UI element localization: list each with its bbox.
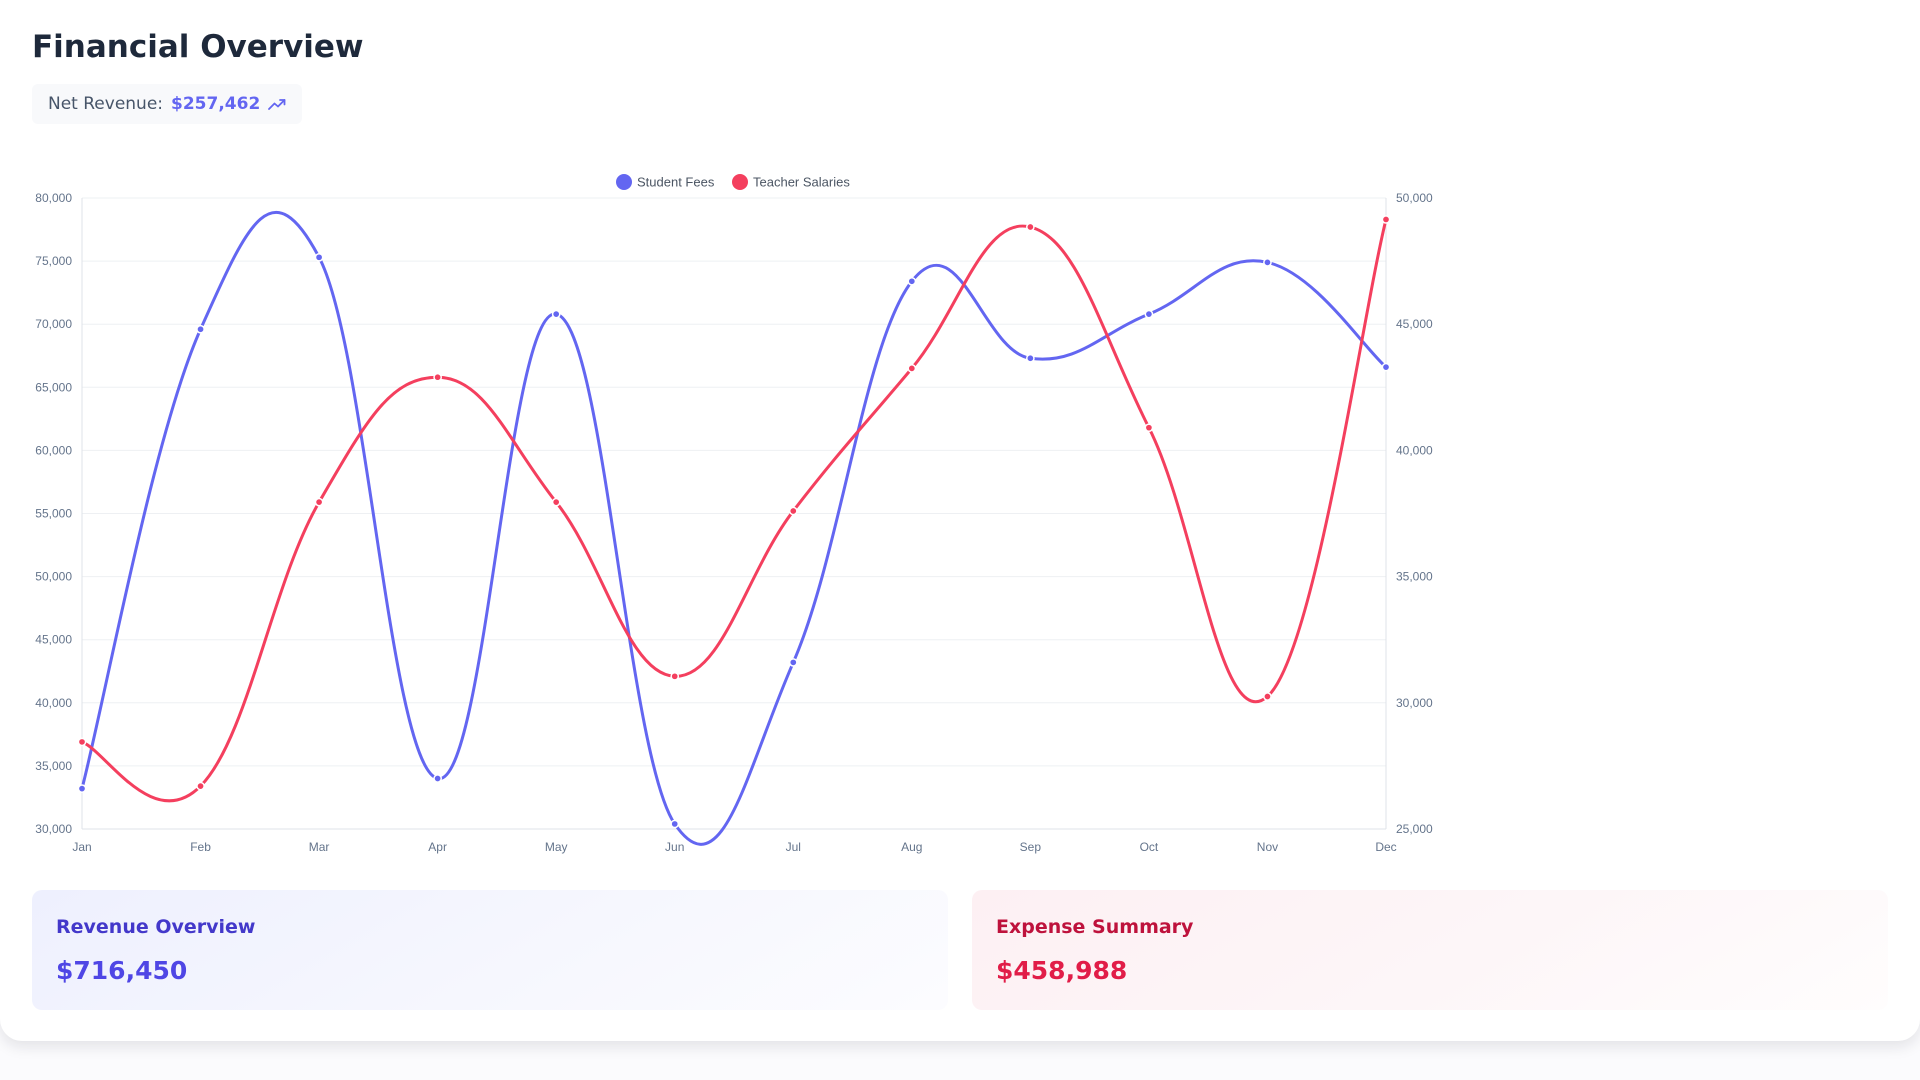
revenue-overview-value: $716,450 xyxy=(56,956,188,985)
expense-summary-card: Expense Summary $458,988 xyxy=(972,890,1888,1010)
legend-student-fees-marker xyxy=(616,174,632,190)
y-right-tick-label: 45,000 xyxy=(1396,317,1433,331)
y-left-tick-label: 75,000 xyxy=(35,254,72,268)
student-fees-point xyxy=(1144,309,1154,319)
x-tick-label: Mar xyxy=(309,840,330,854)
student-fees-point xyxy=(196,324,205,334)
student-fees-point xyxy=(314,252,324,262)
y-left-tick-label: 70,000 xyxy=(35,317,72,331)
student-fees-point xyxy=(907,276,917,286)
y-right-tick-label: 30,000 xyxy=(1396,696,1433,710)
x-tick-label: Apr xyxy=(428,840,447,854)
student-fees-point xyxy=(1263,258,1272,267)
teacher-salaries-point xyxy=(1381,215,1391,224)
legend-student-fees-label: Student Fees xyxy=(637,175,715,190)
teacher-salaries-point xyxy=(1026,222,1035,232)
revenue-overview-title: Revenue Overview xyxy=(56,916,256,938)
net-revenue-label: Net Revenue: xyxy=(48,94,164,114)
y-right-tick-label: 40,000 xyxy=(1396,443,1433,457)
expense-summary-title: Expense Summary xyxy=(996,916,1194,938)
chart-axes: 30,000 35,000 40,000 45,000 50,000 55,000 60,0… xyxy=(35,191,1433,854)
legend-teacher-salaries-label: Teacher Salaries xyxy=(753,175,850,190)
teacher-salaries-point xyxy=(196,781,205,791)
x-tick-label: Jan xyxy=(72,840,91,854)
expense-summary-value: $458,988 xyxy=(996,956,1128,985)
teacher-salaries-point xyxy=(907,364,917,373)
student-fees-point xyxy=(551,309,561,319)
chart-legend: Student Fees Teacher Salaries xyxy=(616,174,850,190)
y-left-tick-label: 35,000 xyxy=(35,759,72,773)
student-fees-point xyxy=(1026,353,1035,363)
student-fees-point xyxy=(788,658,798,667)
x-tick-label: Jun xyxy=(665,840,684,854)
y-left-tick-label: 60,000 xyxy=(35,443,72,457)
x-tick-label: May xyxy=(545,840,568,854)
revenue-overview-card: Revenue Overview $716,450 xyxy=(32,890,948,1010)
teacher-salaries-point xyxy=(670,671,680,681)
line-chart: 30,000 35,000 40,000 45,000 50,000 55,000 60,0… xyxy=(35,174,1433,854)
teacher-salaries-point xyxy=(77,737,87,747)
x-tick-label: Dec xyxy=(1375,840,1396,854)
y-left-tick-label: 65,000 xyxy=(35,380,72,394)
student-fees-point xyxy=(1381,362,1391,372)
teacher-salaries-point xyxy=(1144,423,1154,433)
legend-teacher-salaries-marker xyxy=(732,174,748,190)
student-fees-line xyxy=(80,210,1388,846)
chart-grid xyxy=(82,197,1386,830)
teacher-salaries-point xyxy=(788,506,798,516)
x-tick-label: Feb xyxy=(190,840,211,854)
student-fees-point xyxy=(433,774,442,783)
x-tick-label: Aug xyxy=(901,840,922,854)
y-right-tick-label: 50,000 xyxy=(1396,191,1433,205)
teacher-salaries-point xyxy=(1263,692,1272,701)
y-left-tick-label: 30,000 xyxy=(35,822,72,836)
y-left-tick-label: 50,000 xyxy=(35,570,72,584)
teacher-salaries-point xyxy=(551,497,561,507)
student-fees-point xyxy=(670,819,680,829)
teacher-salaries-line xyxy=(80,217,1388,803)
y-left-tick-label: 80,000 xyxy=(35,191,72,205)
x-tick-label: Oct xyxy=(1140,840,1159,854)
teacher-salaries-point xyxy=(314,497,324,507)
financial-overview-card: Financial Overview Net Revenue: $257,462… xyxy=(32,29,1888,1010)
y-right-tick-label: 25,000 xyxy=(1396,822,1433,836)
net-revenue-badge: Net Revenue: $257,462 xyxy=(32,84,303,124)
x-tick-label: Sep xyxy=(1020,840,1042,854)
y-right-tick-label: 35,000 xyxy=(1396,570,1433,584)
page-title: Financial Overview xyxy=(32,29,364,65)
teacher-salaries-point xyxy=(433,372,442,382)
y-left-tick-label: 55,000 xyxy=(35,507,72,521)
trending-up-icon xyxy=(268,99,286,110)
net-revenue-value: $257,462 xyxy=(171,94,261,114)
y-left-tick-label: 40,000 xyxy=(35,696,72,710)
y-left-tick-label: 45,000 xyxy=(35,633,72,647)
chart-series xyxy=(77,210,1391,846)
x-tick-label: Jul xyxy=(786,840,801,854)
x-tick-label: Nov xyxy=(1257,840,1278,854)
student-fees-point xyxy=(77,784,87,793)
